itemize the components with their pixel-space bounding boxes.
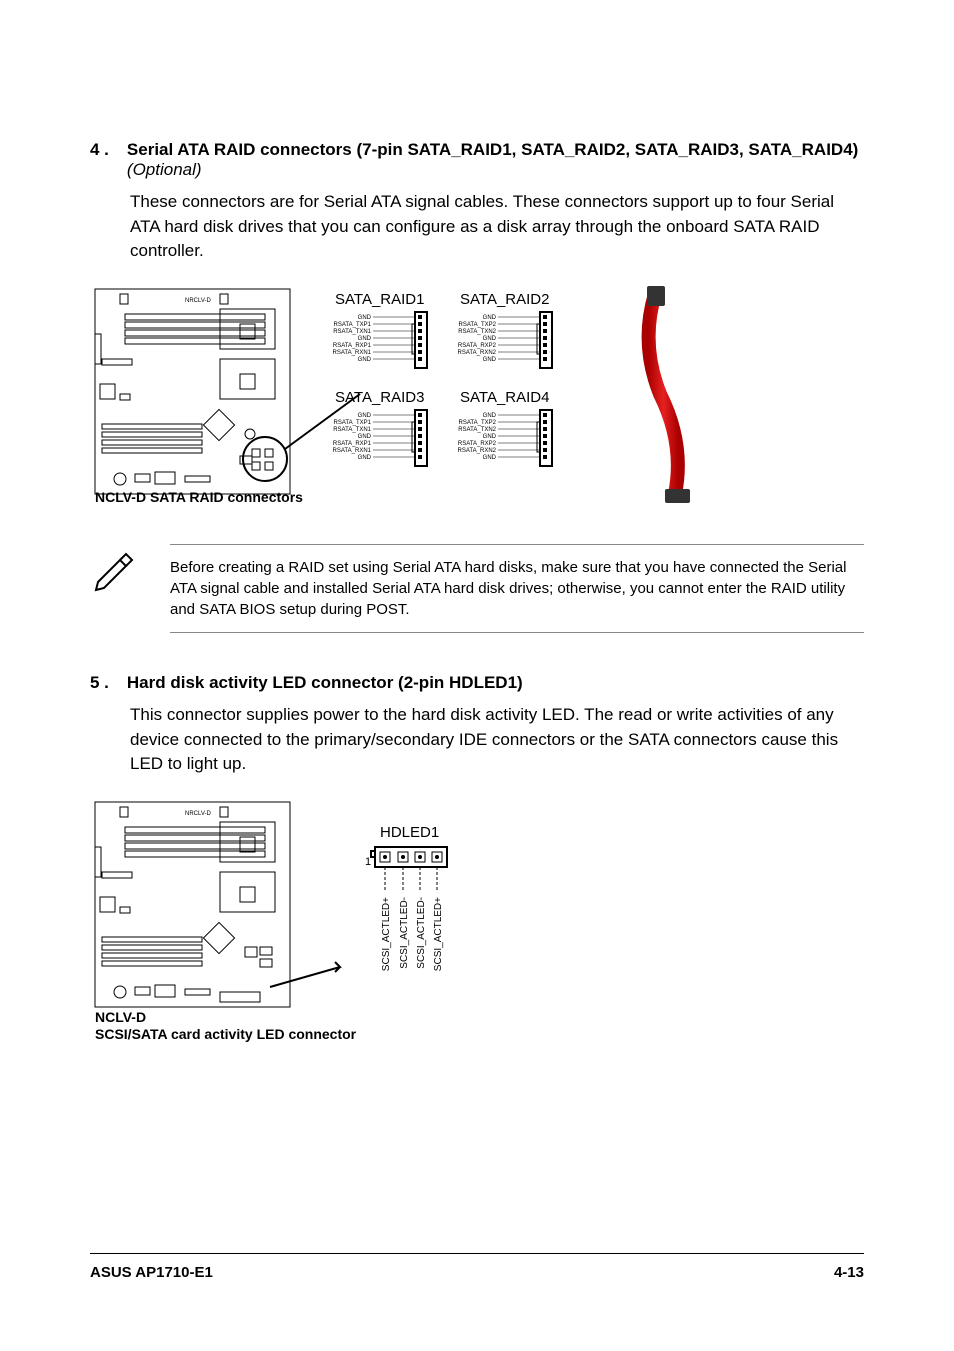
raid1-pin-6: GND (358, 357, 372, 363)
note-box: Before creating a RAID set using Serial … (90, 544, 864, 633)
section-4-optional: (Optional) (127, 160, 202, 179)
sata-cable-image (630, 284, 720, 514)
raid2-pin-2: RSATA_TXN2 (458, 329, 496, 335)
raid1-pin-5: RSATA_RXN1 (333, 350, 372, 356)
raid3-pin-5: RSATA_RXN1 (333, 448, 372, 454)
hdled-caption-1: NCLV-D (95, 1009, 146, 1025)
raid4-pin-1: RSATA_TXP2 (459, 420, 497, 426)
raid2-pin-0: GND (483, 315, 497, 321)
raid1-pin-1: RSATA_TXP1 (334, 322, 372, 328)
raid1-pin-2: RSATA_TXN1 (333, 329, 371, 335)
section-4-title-main: Serial ATA RAID connectors (7-pin SATA_R… (127, 140, 858, 159)
footer-left: ASUS AP1710-E1 (90, 1264, 213, 1281)
hdled-pin1-marker: 1 (365, 856, 371, 868)
raid1-pin-0: GND (358, 315, 372, 321)
raid4-pin-0: GND (483, 413, 497, 419)
section-5-heading: 5 . Hard disk activity LED connector (2-… (90, 673, 864, 693)
raid2-pin-6: GND (483, 357, 497, 363)
board-label-2: NRCLV-D (185, 811, 212, 817)
raid2-pin-1: RSATA_TXP2 (459, 322, 497, 328)
raid3-pin-6: GND (358, 455, 372, 461)
board-label: NRCLV-D (185, 298, 212, 304)
motherboard-raid-svg: NRCLV-D (90, 284, 600, 504)
motherboard-hdled-svg: NRCLV-D (90, 797, 510, 1042)
section-4-body: These connectors are for Serial ATA sign… (130, 190, 864, 264)
raid4-pin-2: RSATA_TXN2 (458, 427, 496, 433)
raid3-label: SATA_RAID3 (335, 389, 424, 406)
sata-raid-diagram: NRCLV-D (90, 284, 864, 514)
raid4-pin-6: GND (483, 455, 497, 461)
raid2-pin-4: RSATA_RXP2 (458, 343, 497, 349)
page-footer: ASUS AP1710-E1 4-13 (90, 1253, 864, 1281)
section-4-number: 4 . (90, 140, 109, 180)
section-4-heading: 4 . Serial ATA RAID connectors (7-pin SA… (90, 140, 864, 180)
hdled-pin-1: SCSI_ACTLED- (399, 897, 410, 969)
section-5-number: 5 . (90, 673, 109, 693)
hdled-label: HDLED1 (380, 824, 439, 841)
raid4-pin-3: GND (483, 434, 497, 440)
raid2-pin-3: GND (483, 336, 497, 342)
raid3-pin-2: RSATA_TXN1 (333, 427, 371, 433)
note-pencil-icon (90, 544, 140, 599)
raid4-pin-4: RSATA_RXP2 (458, 441, 497, 447)
raid3-pin-4: RSATA_RXP1 (333, 441, 372, 447)
footer-right: 4-13 (834, 1264, 864, 1281)
hdled-pin-2: SCSI_ACTLED- (416, 897, 427, 969)
hdled-diagram: NRCLV-D (90, 797, 864, 1047)
raid1-label: SATA_RAID1 (335, 291, 424, 308)
raid1-pin-4: RSATA_RXP1 (333, 343, 372, 349)
raid2-label: SATA_RAID2 (460, 291, 549, 308)
raid2-pin-5: RSATA_RXN2 (458, 350, 497, 356)
hdled-pin-0: SCSI_ACTLED+ (381, 897, 392, 971)
raid-caption: NCLV-D SATA RAID connectors (95, 489, 303, 504)
section-4-title: Serial ATA RAID connectors (7-pin SATA_R… (127, 140, 864, 180)
hdled-pin-3: SCSI_ACTLED+ (433, 897, 444, 971)
section-5-body: This connector supplies power to the har… (130, 703, 864, 777)
raid1-pin-3: GND (358, 336, 372, 342)
raid3-pin-0: GND (358, 413, 372, 419)
section-5-title: Hard disk activity LED connector (2-pin … (127, 673, 864, 693)
raid4-label: SATA_RAID4 (460, 389, 549, 406)
raid3-pin-3: GND (358, 434, 372, 440)
note-text: Before creating a RAID set using Serial … (170, 544, 864, 633)
hdled-caption-2: SCSI/SATA card activity LED connector (95, 1026, 357, 1042)
raid4-pin-5: RSATA_RXN2 (458, 448, 497, 454)
raid3-pin-1: RSATA_TXP1 (334, 420, 372, 426)
